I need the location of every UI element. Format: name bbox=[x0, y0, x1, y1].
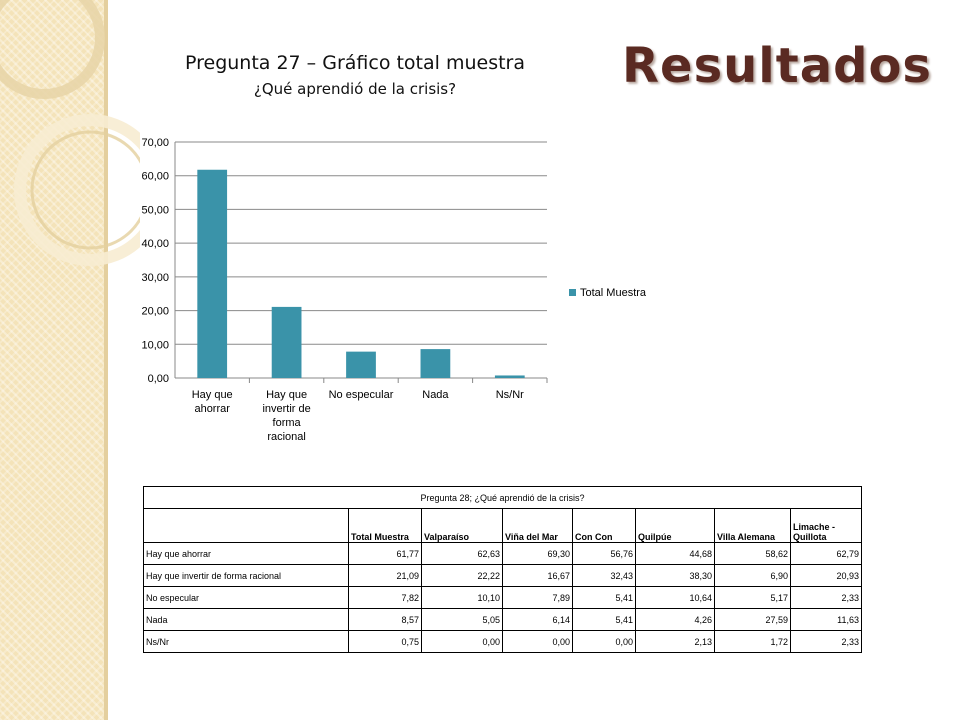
table-cell: 38,30 bbox=[635, 564, 715, 587]
row-label: Ns/Nr bbox=[143, 630, 349, 653]
table-cell: 20,93 bbox=[790, 564, 862, 587]
table-cell: 21,09 bbox=[348, 564, 422, 587]
x-tick-label: No especular bbox=[329, 389, 394, 401]
table-caption: Pregunta 28; ¿Qué aprendió de la crisis? bbox=[143, 486, 862, 509]
y-tick-labels: 0,00 10,00 20,00 30,00 40,00 50,00 60,00 70,00 bbox=[141, 137, 169, 385]
bar-chart: 0,0010,0020,0030,0040,0050,0060,0070,00 … bbox=[141, 137, 647, 443]
row-label: Hay que invertir de forma racional bbox=[143, 564, 349, 587]
table-row: Hay que invertir de forma racional 21,09 2… bbox=[143, 564, 862, 587]
table-cell: 27,59 bbox=[714, 608, 791, 631]
table-cell: 62,79 bbox=[790, 542, 862, 565]
table-cell: 0,00 bbox=[572, 630, 636, 653]
column-header: Valparaíso bbox=[421, 508, 503, 543]
x-tick-label: Hay que ahorrar bbox=[192, 389, 233, 415]
table-cell: 16,67 bbox=[502, 564, 573, 587]
table-cell: 0,75 bbox=[348, 630, 422, 653]
column-header: Con Con bbox=[572, 508, 636, 543]
table-cell: 22,22 bbox=[421, 564, 503, 587]
table-cell: 58,62 bbox=[714, 542, 791, 565]
table-cell: 69,30 bbox=[502, 542, 573, 565]
bar bbox=[494, 375, 525, 378]
column-header: Total Muestra bbox=[348, 508, 422, 543]
table-cell: 10,64 bbox=[635, 586, 715, 609]
table-cell: 44,68 bbox=[635, 542, 715, 565]
table-cell: 32,43 bbox=[572, 564, 636, 587]
table-cell: 11,63 bbox=[790, 608, 862, 631]
bar-layer bbox=[197, 169, 525, 378]
table-cell: 5,41 bbox=[572, 586, 636, 609]
table-cell: 0,00 bbox=[502, 630, 573, 653]
chart-subtitle: ¿Qué aprendió de la crisis? bbox=[253, 80, 457, 98]
table-row: Hay que ahorrar 61,77 62,63 69,30 56,76 44,68… bbox=[143, 542, 862, 565]
x-tick-labels: Hay que ahorrar Hay que invertir de forma rac… bbox=[192, 389, 524, 443]
sidebar-edge bbox=[104, 0, 108, 720]
bar bbox=[197, 169, 228, 378]
table-cell: 61,77 bbox=[348, 542, 422, 565]
table-cell: 0,00 bbox=[421, 630, 503, 653]
bar bbox=[420, 349, 451, 378]
table-cell: 62,63 bbox=[421, 542, 503, 565]
table-row: No especular 7,82 10,10 7,89 5,41 10,64 5,17 2,… bbox=[143, 586, 862, 609]
table-cell: 10,10 bbox=[421, 586, 503, 609]
grid-layer bbox=[174, 141, 548, 383]
y-tick-label: 20,00 bbox=[141, 306, 169, 318]
decorative-rings bbox=[0, 0, 140, 266]
chart-title: Pregunta 27 – Gráfico total muestra bbox=[184, 52, 526, 74]
column-header: Villa Alemana bbox=[714, 508, 791, 543]
table-cell: 7,89 bbox=[502, 586, 573, 609]
table-cell: 5,17 bbox=[714, 586, 791, 609]
legend-label: Total Muestra bbox=[580, 287, 647, 299]
legend: Total Muestra bbox=[569, 287, 647, 299]
table-cell: 4,26 bbox=[635, 608, 715, 631]
column-header: Limache - Quillota bbox=[790, 508, 862, 543]
table-cell: 5,05 bbox=[421, 608, 503, 631]
table-cell: 8,57 bbox=[348, 608, 422, 631]
table-cell: 1,72 bbox=[714, 630, 791, 653]
table-cell: 2,33 bbox=[790, 630, 862, 653]
y-tick-label: 70,00 bbox=[141, 137, 169, 149]
y-tick-label: 50,00 bbox=[141, 204, 169, 216]
y-tick-label: 60,00 bbox=[141, 171, 169, 183]
slide-title: Resultados bbox=[622, 38, 932, 94]
row-label: Hay que ahorrar bbox=[143, 542, 349, 565]
bar bbox=[271, 306, 302, 378]
legend-swatch bbox=[569, 289, 576, 296]
table-row: Nada 8,57 5,05 6,14 5,41 4,26 27,59 11,63 bbox=[143, 608, 862, 631]
y-tick-label: 10,00 bbox=[141, 339, 169, 351]
table-cell: 6,90 bbox=[714, 564, 791, 587]
table-cell: 56,76 bbox=[572, 542, 636, 565]
column-header: Viña del Mar bbox=[502, 508, 573, 543]
table-row: Ns/Nr 0,75 0,00 0,00 0,00 2,13 1,72 2,33 bbox=[143, 630, 862, 653]
x-tick-label: Nada bbox=[422, 389, 449, 401]
y-tick-label: 0,00 bbox=[148, 373, 169, 385]
y-tick-label: 40,00 bbox=[141, 238, 169, 250]
table-cell: 7,82 bbox=[348, 586, 422, 609]
results-table: Pregunta 28; ¿Qué aprendió de la crisis?… bbox=[143, 486, 862, 653]
table-cell: 5,41 bbox=[572, 608, 636, 631]
row-label: No especular bbox=[143, 586, 349, 609]
x-tick-label: Ns/Nr bbox=[496, 389, 524, 401]
table-cell: 2,13 bbox=[635, 630, 715, 653]
table-header-row: Total Muestra Valparaíso Viña del Mar Con C… bbox=[143, 508, 862, 543]
header-corner-cell bbox=[143, 508, 349, 543]
row-label: Nada bbox=[143, 608, 349, 631]
bar bbox=[346, 351, 376, 378]
y-tick-label: 30,00 bbox=[141, 272, 169, 284]
column-header: Quilpúe bbox=[635, 508, 715, 543]
x-tick-label: Hay que invertir de forma racional bbox=[262, 389, 310, 443]
table-cell: 6,14 bbox=[502, 608, 573, 631]
table-cell: 2,33 bbox=[790, 586, 862, 609]
table-body: Hay que ahorrar 61,77 62,63 69,30 56,76 44,68… bbox=[143, 542, 862, 653]
